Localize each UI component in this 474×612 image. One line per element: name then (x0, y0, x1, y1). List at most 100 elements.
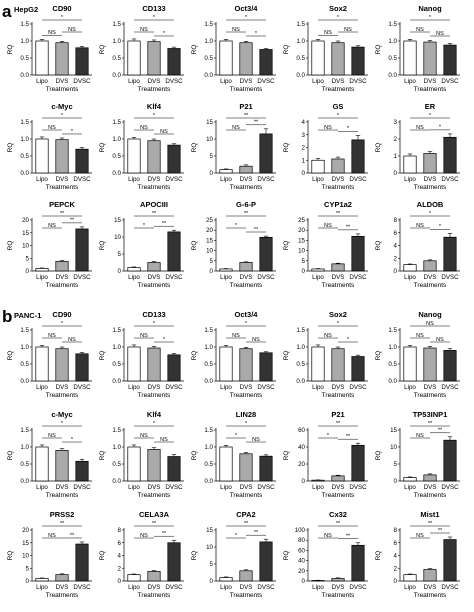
category-label-b-oct3-4-0: Lipo (220, 384, 232, 391)
sig-label-b-lin28-0: * (235, 433, 238, 439)
sig-label-a-gs-2: * (337, 113, 340, 119)
y-tick-label-b-nanog-2: 1.0 (388, 344, 397, 351)
x-axis-label-b-tp53inp1: Treatments (414, 492, 447, 499)
bar-a-nanog-lipo (403, 40, 417, 76)
category-label-a-gs-2: DVSC (349, 176, 367, 183)
x-axis-label-b-lin28: Treatments (230, 492, 263, 499)
y-axis-label-a-apociii: RQ (99, 241, 106, 251)
y-tick-label-b-lin28-0: 0.0 (204, 478, 213, 485)
y-tick-label-a-cyp1a2-3: 15 (298, 237, 305, 244)
x-axis-label-b-cpa2: Treatments (230, 592, 263, 599)
y-tick-label-a-er-3: 3 (394, 119, 398, 126)
y-tick-label-b-mist1-3: 6 (394, 540, 398, 547)
bar-b-cd133-lipo (127, 346, 141, 382)
bar-a-apociii-lipo (127, 267, 141, 272)
y-axis-label-a-er: RQ (375, 143, 382, 153)
y-axis-label-b-cx32: RQ (283, 551, 290, 561)
x-axis-label-a-aldob: Treatments (414, 282, 447, 289)
bar-a-c-myc-dvs (55, 139, 69, 174)
category-label-a-klf4-1: DVS (148, 176, 161, 183)
bar-b-cd90-dvs (55, 348, 69, 382)
y-tick-label-b-mist1-1: 2 (394, 565, 398, 572)
chart-title-a-cd133: CD133 (142, 4, 165, 13)
sig-label-a-er-1: * (439, 125, 442, 131)
bar-a-klf4-dvs (147, 140, 161, 174)
sig-label-a-cyp1a2-2: ** (336, 211, 341, 217)
y-tick-label-a-oct3-4-1: 0.5 (204, 55, 213, 62)
y-tick-label-b-cpa2-1: 5 (210, 561, 214, 568)
bar-a-er-lipo (403, 155, 417, 174)
category-label-a-apociii-2: DVSC (165, 274, 183, 281)
bar-a-er-dvsc (443, 136, 457, 174)
y-tick-label-b-cd133-0: 0.0 (112, 378, 121, 385)
sig-label-b-p21-1: ** (346, 434, 351, 440)
category-label-a-nanog-1: DVS (424, 78, 437, 85)
x-axis-label-a-cyp1a2: Treatments (322, 282, 355, 289)
y-tick-label-a-pepck-2: 10 (22, 243, 29, 250)
y-tick-label-b-p21-3: 60 (298, 427, 305, 434)
sig-label-b-c-myc-1: * (71, 437, 74, 443)
y-tick-label-b-p21-1: 20 (298, 461, 305, 468)
bar-b-sox2-dvs (331, 348, 345, 382)
y-tick-label-b-cx32-0: 0 (302, 578, 306, 585)
sig-label-a-cd90-0: NS (68, 27, 76, 33)
chart-title-b-cd133: CD133 (142, 310, 165, 319)
x-axis-label-a-gs: Treatments (322, 184, 355, 191)
sig-label-a-gs-1: * (347, 126, 350, 132)
y-axis-label-b-klf4: RQ (99, 451, 106, 461)
bar-a-sox2-lipo (311, 40, 325, 76)
y-axis-label-b-nanog: RQ (375, 351, 382, 361)
category-label-a-aldob-1: DVS (424, 274, 437, 281)
y-tick-label-a-c-myc-2: 1.0 (20, 136, 29, 143)
sig-label-a-apociii-1: ** (162, 221, 167, 227)
y-tick-label-a-cd90-0: 0.0 (20, 72, 29, 79)
category-label-a-apociii-0: Lipo (128, 274, 140, 281)
category-label-b-cd133-1: DVS (148, 384, 161, 391)
y-tick-label-b-cpa2-2: 10 (206, 544, 213, 551)
sig-label-a-cd133-2: * (153, 15, 156, 21)
sig-label-b-prss2-0: NS (48, 533, 56, 539)
panel-letter-b: b (2, 307, 12, 326)
x-axis-label-b-cela3a: Treatments (138, 592, 171, 599)
y-tick-label-b-tp53inp1-3: 15 (390, 427, 397, 434)
chart-title-b-nanog: Nanog (418, 310, 442, 319)
sig-label-b-oct3-4-2: * (245, 321, 248, 327)
sig-label-b-mist1-1: ** (438, 528, 443, 534)
y-tick-label-a-klf4-3: 1.5 (112, 119, 121, 126)
category-label-a-p21-1: DVS (240, 176, 253, 183)
category-label-b-klf4-2: DVSC (165, 484, 183, 491)
category-label-a-cd90-1: DVS (56, 78, 69, 85)
y-tick-label-b-mist1-0: 0 (394, 578, 398, 585)
bar-b-c-myc-dvs (55, 450, 69, 482)
bar-a-p21-dvsc (259, 133, 273, 174)
x-axis-label-a-g-6-p: Treatments (230, 282, 263, 289)
x-axis-label-b-sox2: Treatments (322, 392, 355, 399)
chart-b-c-myc: c-Myc 0.0 0.5 1.0 1.5 RQ Lipo DVS DVSCTreatments… (7, 410, 92, 499)
category-label-a-sox2-1: DVS (332, 78, 345, 85)
category-label-b-cpa2-0: Lipo (220, 584, 232, 591)
chart-title-a-klf4: Klf4 (147, 102, 162, 111)
cell-line-label-a: HepG2 (14, 5, 38, 14)
sig-label-a-klf4-0: NS (140, 125, 148, 131)
y-tick-label-a-nanog-0: 0.0 (388, 72, 397, 79)
bar-b-mist1-dvs (423, 569, 437, 582)
y-axis-label-a-oct3-4: RQ (191, 45, 198, 55)
y-tick-label-a-gs-3: 3 (302, 132, 306, 139)
bar-a-klf4-lipo (127, 138, 141, 174)
category-label-b-cx32-2: DVSC (349, 584, 367, 591)
bar-a-sox2-dvsc (351, 46, 365, 76)
bar-b-cela3a-lipo (127, 574, 141, 582)
category-label-b-sox2-0: Lipo (312, 384, 324, 391)
sig-label-b-cx32-0: NS (324, 533, 332, 539)
y-axis-label-a-g-6-p: RQ (191, 241, 198, 251)
sig-label-a-er-2: * (429, 113, 432, 119)
chart-title-b-p21: P21 (331, 410, 344, 419)
bar-b-cx32-lipo (311, 580, 325, 582)
category-label-b-nanog-0: Lipo (404, 384, 416, 391)
y-tick-label-a-p21-0: 0 (210, 170, 214, 177)
y-tick-label-b-klf4-3: 1.5 (112, 427, 121, 434)
